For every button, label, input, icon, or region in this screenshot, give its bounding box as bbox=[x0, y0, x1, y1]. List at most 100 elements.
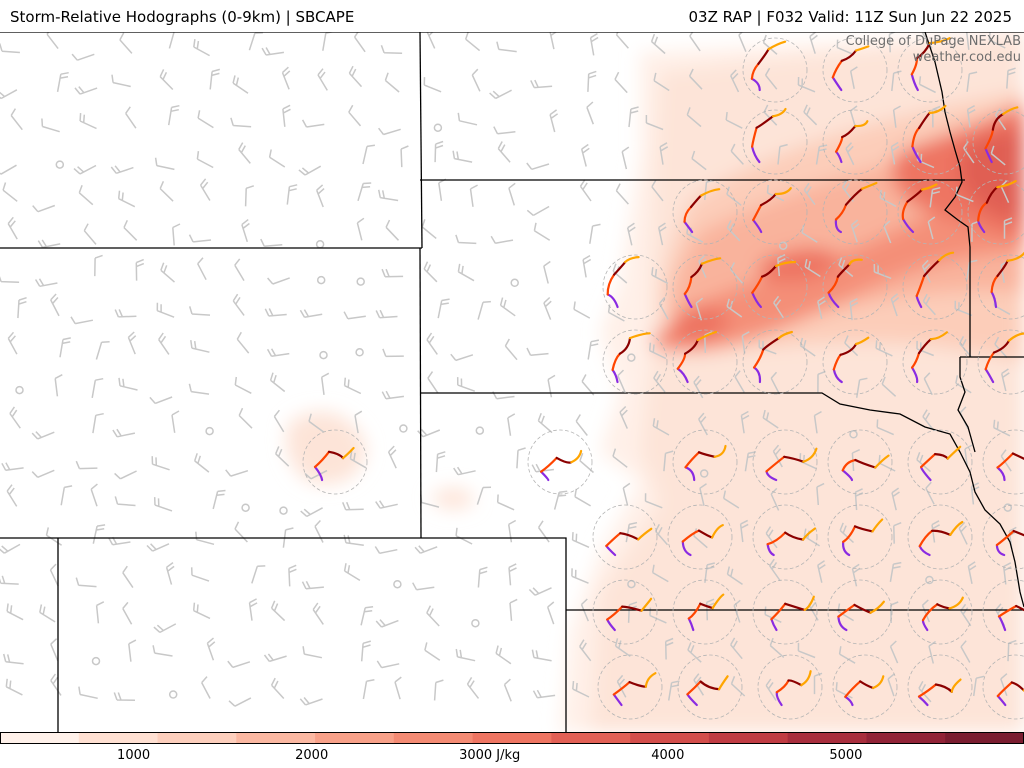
hodograph-segment bbox=[711, 524, 724, 539]
wind-barb bbox=[816, 482, 825, 506]
wind-barb bbox=[320, 372, 330, 395]
wind-barb bbox=[770, 371, 781, 395]
wind-barb bbox=[772, 444, 783, 468]
hodograph-segment bbox=[684, 466, 696, 482]
hodograph-segment bbox=[921, 603, 939, 622]
wind-barb bbox=[31, 469, 55, 478]
wind-barb bbox=[234, 258, 245, 281]
wind-barb bbox=[1, 462, 24, 472]
wind-barb bbox=[118, 377, 138, 391]
wind-barb bbox=[251, 565, 266, 584]
colorbar-segment bbox=[236, 732, 316, 744]
hodograph-segment bbox=[784, 602, 806, 611]
hodograph-range-ring bbox=[897, 179, 963, 245]
wind-barb bbox=[851, 449, 861, 472]
hodograph-segment bbox=[871, 675, 885, 690]
hodograph-segment bbox=[628, 332, 651, 340]
wind-barb bbox=[227, 660, 251, 669]
wind-barb bbox=[850, 219, 860, 243]
hodograph-segment bbox=[950, 678, 962, 693]
hodograph-segment bbox=[855, 45, 870, 52]
wind-barb bbox=[650, 33, 666, 55]
hodograph-range-ring bbox=[827, 504, 893, 570]
hodograph-segment bbox=[751, 145, 761, 164]
wind-barb bbox=[71, 53, 95, 61]
hodograph-segment bbox=[711, 593, 725, 610]
hodograph-range-ring bbox=[742, 329, 808, 395]
wind-barb bbox=[580, 143, 590, 167]
hodograph-segment bbox=[752, 204, 763, 222]
wind-barb bbox=[537, 520, 550, 543]
wind-barb bbox=[876, 419, 894, 436]
hodograph-segment bbox=[936, 603, 951, 610]
calm-wind-marker bbox=[778, 241, 788, 250]
hodograph-segment bbox=[606, 273, 616, 296]
hodograph-segment bbox=[718, 675, 729, 691]
hodograph-segment bbox=[683, 275, 693, 295]
wind-barb bbox=[497, 141, 511, 163]
wind-barb bbox=[587, 339, 600, 360]
wind-barb bbox=[573, 301, 591, 319]
wind-barb bbox=[248, 598, 258, 621]
wind-barb bbox=[167, 104, 180, 126]
wind-barb bbox=[117, 190, 136, 208]
wind-barb bbox=[469, 184, 478, 207]
hodograph-segment bbox=[1015, 604, 1024, 612]
wind-barb bbox=[172, 223, 181, 246]
wind-barb bbox=[376, 660, 400, 669]
wind-barb bbox=[50, 293, 60, 317]
wind-barb bbox=[267, 277, 290, 285]
calm-wind-marker bbox=[393, 579, 402, 589]
wind-barb bbox=[726, 566, 743, 586]
hodograph-segment bbox=[923, 259, 941, 278]
hodograph-segment bbox=[869, 600, 885, 614]
wind-barb bbox=[509, 598, 518, 621]
product-title: Storm-Relative Hodographs (0-9km) | SBCA… bbox=[10, 8, 355, 26]
wind-barb bbox=[2, 653, 24, 665]
hodograph-range-ring bbox=[752, 504, 818, 570]
wind-barb bbox=[579, 179, 592, 202]
wind-barb bbox=[119, 32, 133, 54]
hodograph-segment bbox=[832, 368, 843, 384]
colorbar-tick-label: 5000 bbox=[829, 748, 863, 763]
wind-barb bbox=[314, 519, 324, 543]
wind-barb bbox=[343, 563, 361, 582]
wind-barb bbox=[301, 119, 325, 128]
wind-barb bbox=[725, 112, 743, 129]
wind-barb bbox=[988, 32, 1006, 49]
wind-barb bbox=[248, 32, 263, 51]
wind-barb bbox=[0, 164, 17, 175]
wind-barb bbox=[589, 32, 599, 56]
hodograph-range-ring bbox=[672, 579, 738, 645]
wind-barb bbox=[270, 677, 285, 700]
wind-barb bbox=[499, 297, 516, 317]
wind-barb bbox=[158, 332, 170, 355]
hodograph-segment bbox=[699, 680, 721, 691]
wind-barb bbox=[188, 383, 210, 395]
wind-barb bbox=[343, 377, 362, 395]
wind-barb bbox=[74, 86, 98, 95]
wind-barb bbox=[423, 261, 438, 283]
wind-barb bbox=[651, 564, 669, 583]
hodograph-segment bbox=[753, 348, 765, 369]
wind-barb bbox=[530, 79, 553, 89]
hodograph-segment bbox=[606, 605, 624, 621]
map-panel[interactable] bbox=[0, 32, 1024, 732]
hodograph-segment bbox=[841, 458, 857, 472]
wind-barb bbox=[614, 71, 628, 94]
hodograph-segment bbox=[700, 188, 721, 197]
hodograph-range-ring bbox=[742, 179, 808, 245]
calm-wind-marker bbox=[55, 160, 65, 169]
wind-barb bbox=[171, 410, 180, 433]
wind-barb bbox=[244, 185, 255, 207]
wind-barb bbox=[426, 332, 438, 355]
wind-barb bbox=[532, 689, 556, 699]
wind-barb bbox=[803, 182, 816, 206]
colorbar-segment bbox=[551, 732, 631, 744]
wind-barb bbox=[838, 646, 856, 664]
wind-barb bbox=[270, 600, 286, 622]
wind-barb bbox=[90, 483, 98, 507]
hodograph-segment bbox=[313, 465, 324, 482]
calm-wind-marker bbox=[471, 618, 480, 628]
wind-barb bbox=[427, 371, 439, 394]
